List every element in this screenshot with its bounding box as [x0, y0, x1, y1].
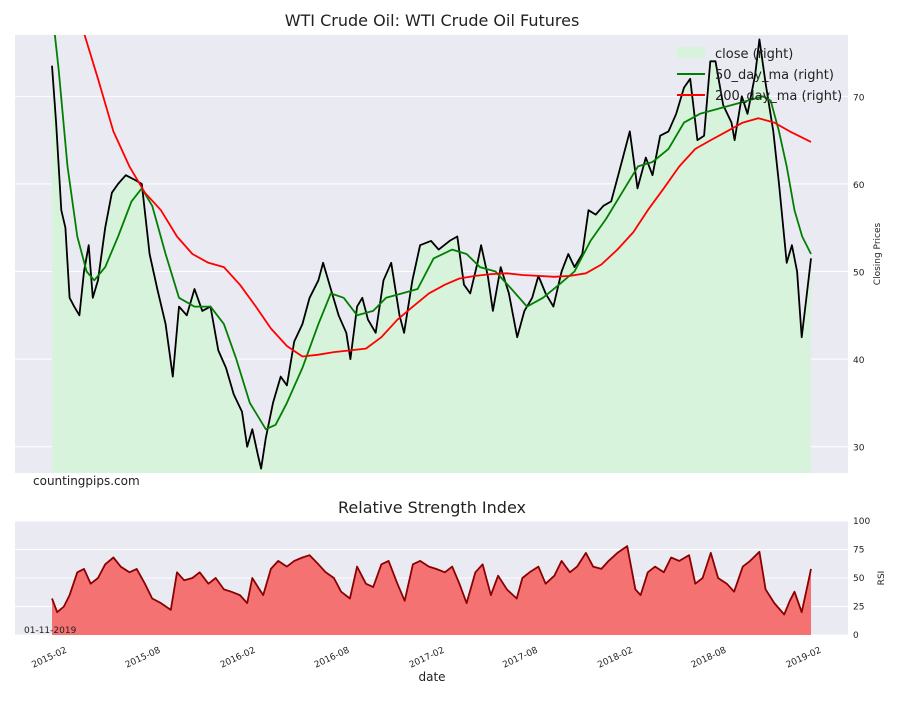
- rsi-x-tick-label: 2019-02: [785, 646, 823, 671]
- rsi-y-axis: 0 25 50 75 100: [853, 517, 870, 641]
- price-y-tick-label: 60: [853, 181, 865, 191]
- rsi-y-axis-label: RSI: [877, 571, 887, 586]
- rsi-date-label: 01-11-2019: [24, 626, 77, 636]
- rsi-y-tick-label: 50: [853, 574, 865, 584]
- rsi-area-fill: [52, 546, 811, 635]
- price-y-tick-label: 40: [853, 356, 865, 366]
- price-chart-title: WTI Crude Oil: WTI Crude Oil Futures: [285, 11, 580, 30]
- rsi-x-axis-label: date: [418, 670, 445, 684]
- close-area-fill: [52, 39, 811, 473]
- price-y-axis-label: Closing Prices: [873, 222, 883, 285]
- rsi-x-tick-label: 2015-02: [30, 646, 68, 671]
- rsi-y-tick-label: 100: [853, 517, 870, 527]
- price-y-axis: 30 40 50 60 70: [853, 93, 865, 453]
- rsi-x-tick-label: 2017-02: [408, 646, 446, 671]
- price-y-tick-label: 50: [853, 269, 865, 279]
- legend-swatch-close: [677, 47, 705, 58]
- legend-label: 50_day_ma (right): [715, 68, 834, 83]
- rsi-x-tick-label: 2018-02: [596, 646, 634, 671]
- close-line: [51, 38, 812, 470]
- rsi-y-tick-label: 25: [853, 603, 864, 613]
- ma50-line: [53, 35, 812, 431]
- rsi-x-tick-label: 2016-08: [313, 646, 352, 671]
- legend-label: close (right): [715, 47, 793, 62]
- rsi-x-tick-label: 2017-08: [501, 646, 540, 671]
- price-y-tick-label: 70: [853, 93, 865, 103]
- rsi-x-tick-label: 2015-08: [124, 646, 163, 671]
- price-legend: close (right) 50_day_ma (right) 200_day_ma…: [677, 47, 842, 104]
- rsi-x-tick-label: 2016-02: [219, 646, 257, 671]
- price-series-group: [51, 35, 812, 473]
- rsi-line: [51, 545, 812, 616]
- price-y-tick-label: 30: [853, 444, 865, 454]
- watermark-text: countingpips.com: [33, 474, 140, 488]
- rsi-y-tick-label: 0: [853, 631, 859, 641]
- rsi-series-group: [51, 545, 812, 635]
- rsi-chart-title: Relative Strength Index: [338, 498, 526, 517]
- rsi-y-tick-label: 75: [853, 546, 864, 556]
- rsi-x-axis: 2015-02 2015-08 2016-02 2016-08 2017-02 2017-…: [30, 646, 823, 671]
- ma200-line: [83, 35, 812, 358]
- rsi-x-tick-label: 2018-08: [690, 646, 729, 671]
- legend-label: 200_day_ma (right): [715, 89, 842, 104]
